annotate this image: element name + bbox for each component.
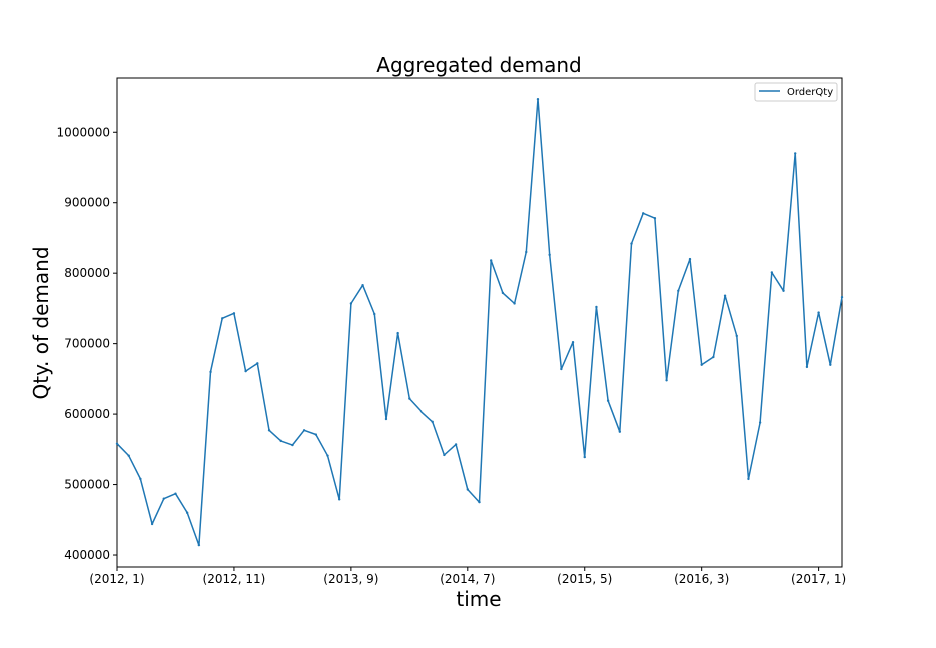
data-point [840,295,844,299]
data-point [291,443,294,447]
data-point [700,363,703,366]
x-tick-label: (2014, 7) [440,572,495,586]
data-point [677,289,680,292]
data-point [829,363,832,366]
data-point [536,97,540,101]
data-point [794,152,797,155]
y-tick-label: 500000 [64,478,110,492]
legend: OrderQty [754,82,838,102]
data-point [162,497,165,500]
data-point [256,362,259,365]
data-point [408,397,411,400]
x-tick-label: (2012, 1) [89,572,144,586]
data-point [548,253,551,257]
data-point [782,289,785,292]
data-point [174,492,177,495]
data-point [221,317,224,320]
data-point [653,217,657,220]
data-point [384,417,388,421]
x-axis: (2012, 1) (2012, 11) (2013, 9) (2014, 7) (20… [89,567,846,586]
data-point [185,511,189,514]
x-axis-label: time [456,587,501,611]
data-point [513,302,516,305]
data-point [396,331,399,335]
data-point [197,543,201,547]
x-tick-label: (2016, 3) [674,572,729,586]
data-point [279,439,282,443]
data-point [489,259,493,262]
data-point [209,370,212,374]
data-point [712,355,715,359]
y-tick-label: 1000000 [57,125,110,139]
data-point [373,312,376,316]
data-point [723,294,727,297]
y-tick-label: 700000 [64,337,110,351]
chart-title: Aggregated demand [376,53,581,77]
data-point [419,410,423,413]
data-point [326,454,329,457]
data-point [630,242,633,245]
data-point [642,212,645,215]
data-point [349,302,353,305]
data-point [454,443,458,446]
plot-area [116,77,843,568]
data-point [747,477,750,481]
data-point [501,291,505,295]
y-tick-label: 400000 [64,548,110,562]
data-point [805,365,809,369]
data-point [466,488,470,491]
x-tick-label: (2012, 11) [203,572,266,586]
data-point [525,250,528,254]
series-points [115,97,844,547]
x-tick-label: (2013, 9) [323,572,378,586]
data-point [595,305,598,309]
data-point [478,500,481,504]
series-line-orderqty [116,98,843,546]
data-point [150,522,154,526]
data-point [571,341,575,344]
data-point [302,429,306,432]
y-tick-label: 900000 [64,196,110,210]
x-tick-label: (2017, 1) [791,572,846,586]
data-point [361,283,364,287]
legend-box [754,82,838,102]
y-tick-label: 600000 [64,407,110,421]
data-point [618,430,622,433]
data-point [735,334,738,338]
data-point [267,429,271,432]
y-axis: 400000 500000 600000 700000 800000 900000 1000… [57,125,117,562]
data-point [127,454,130,457]
data-point [232,312,236,315]
data-point [758,421,762,424]
legend-label: OrderQty [787,87,833,98]
data-point [583,455,586,459]
data-point [244,369,247,373]
x-tick-label: (2015, 5) [557,572,612,586]
data-point [817,311,820,314]
data-point [665,379,668,382]
data-point [314,433,317,436]
data-point [688,257,692,261]
y-tick-label: 800000 [64,266,110,280]
data-point [431,420,434,424]
y-axis-label: Qty. of demand [29,246,53,399]
data-point [443,453,446,457]
data-point [606,399,610,402]
data-point [337,498,341,501]
data-point [115,442,119,445]
data-point [770,271,774,274]
data-point [139,477,142,481]
data-point [560,367,563,371]
